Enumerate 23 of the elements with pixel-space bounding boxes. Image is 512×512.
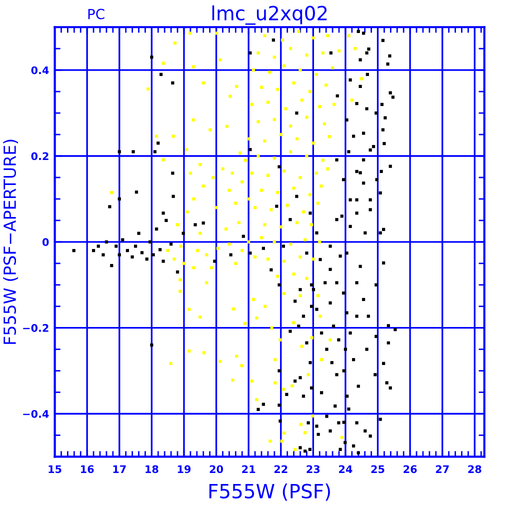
x-tick-label: 23	[306, 465, 320, 474]
x-tick-label: 20	[210, 465, 224, 474]
x-tick-label: 18	[146, 465, 158, 474]
x-tick-label: 22	[274, 465, 288, 473]
text: PC	[88, 8, 104, 20]
x-tick-label: 24	[339, 465, 352, 473]
x-axis-title: F555W (PSF)	[209, 483, 330, 501]
x-tick-label: 16	[81, 465, 94, 474]
x-tick-label: 17	[113, 465, 126, 473]
chart-title: lmc_u2xq02	[212, 5, 327, 25]
y-axis-title: F555W (PSF−APERTURE)	[3, 140, 18, 344]
x-tick-label: 26	[404, 465, 417, 474]
x-tick-label: 28	[468, 465, 482, 474]
x-tick-label: 25	[371, 465, 384, 474]
y-tick-label: 0	[42, 238, 49, 246]
y-tick-label: 0.2	[31, 152, 48, 160]
y-tick-label: −0.2	[23, 324, 48, 332]
y-tick-label: 0.4	[31, 66, 49, 74]
x-tick-label: 15	[48, 465, 62, 474]
y-tick-label: −0.4	[23, 410, 49, 418]
x-tick-label: 21	[242, 465, 256, 473]
x-tick-label: 19	[178, 465, 191, 474]
x-tick-label: 27	[436, 465, 449, 473]
